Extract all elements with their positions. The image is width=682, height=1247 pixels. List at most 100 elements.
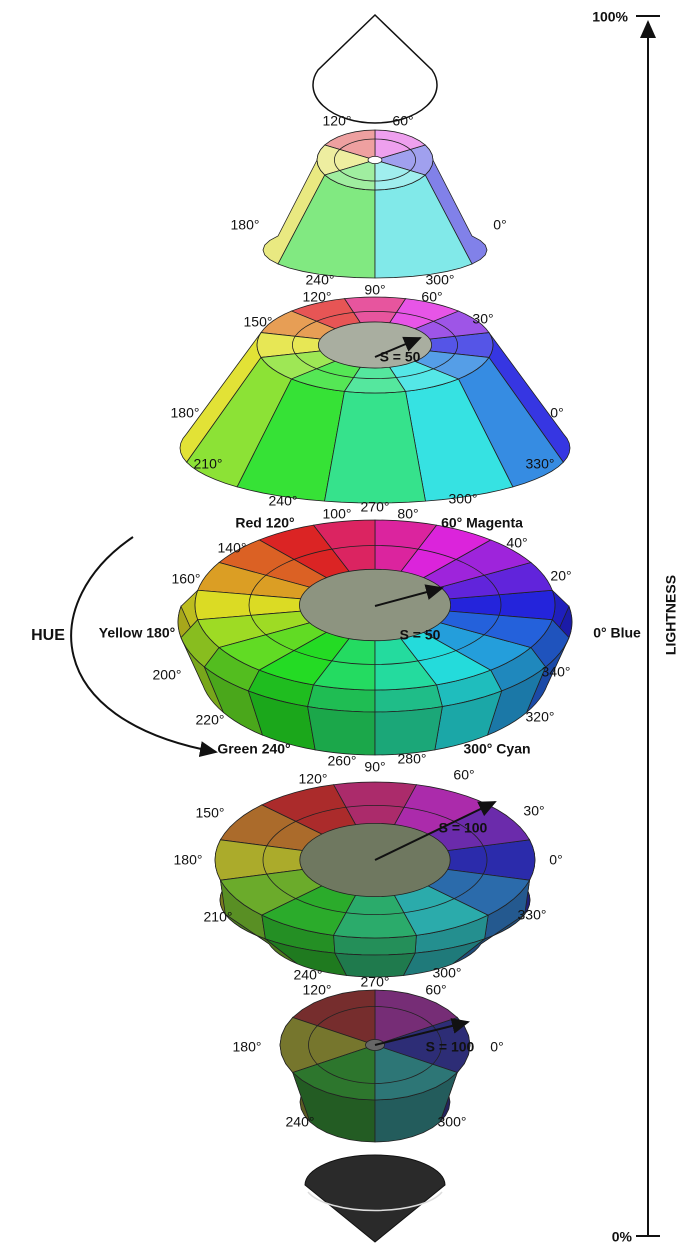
hue-label: 60° <box>425 982 446 998</box>
top-segment <box>343 344 407 394</box>
axis-top-label: 100% <box>592 9 628 25</box>
hue-label: 240° <box>286 1114 315 1130</box>
hue-label: 90° <box>364 759 385 775</box>
hue-label: Green 240° <box>217 741 290 757</box>
hue-label: 150° <box>244 314 273 330</box>
top-segment <box>316 144 377 176</box>
hue-label: 180° <box>233 1039 262 1055</box>
hue-label: 260° <box>328 753 357 769</box>
top-segment <box>373 144 434 176</box>
hue-label: 300° Cyan <box>463 741 530 757</box>
hue-label: S = 50 <box>380 349 421 365</box>
hue-arrow <box>70 536 218 757</box>
hue-label: 80° <box>397 506 418 522</box>
hue-label: 300° <box>433 965 462 981</box>
top-segment <box>332 859 418 939</box>
hue-label: 0° <box>490 1039 503 1055</box>
top-segment <box>374 1044 459 1101</box>
top-segment <box>374 332 494 358</box>
top-segment <box>343 296 407 346</box>
hls-level <box>262 129 488 279</box>
hue-label: 270° <box>361 974 390 990</box>
side-segment <box>526 637 570 713</box>
hls-level <box>177 519 573 756</box>
hue-label: S = 50 <box>400 627 441 643</box>
hue-label: 0° <box>550 405 563 421</box>
hue-label: 120° <box>303 289 332 305</box>
hue-label: 0° <box>493 217 506 233</box>
top-segment <box>256 332 376 358</box>
hue-label: 210° <box>194 456 223 472</box>
hue-label: 220° <box>196 712 225 728</box>
inner-ring <box>308 1006 442 1084</box>
hue-label: 120° <box>299 771 328 787</box>
inner-ring <box>262 805 488 916</box>
hue-label: 200° <box>153 667 182 683</box>
inner-ring <box>291 310 458 379</box>
hue-label: 320° <box>526 709 555 725</box>
side-segment <box>434 690 503 751</box>
hue-label: 270° <box>361 499 390 515</box>
saturation-arrow <box>374 336 422 358</box>
neutral-core <box>317 321 433 369</box>
hue-label: 150° <box>196 805 225 821</box>
hue-label: 60° <box>392 113 413 129</box>
hue-label: 210° <box>204 909 233 925</box>
hue-label: 300° <box>426 272 455 288</box>
top-segment <box>323 129 376 161</box>
hue-label: 0° Blue <box>593 625 641 641</box>
hue-label: 20° <box>550 568 571 584</box>
hue-label: 300° <box>449 491 478 507</box>
top-segment <box>374 989 459 1046</box>
axis-title: LIGHTNESS <box>663 575 679 655</box>
hue-label: 100° <box>323 506 352 522</box>
hue-label: 330° <box>518 907 547 923</box>
hue-label: 60° Magenta <box>441 515 523 531</box>
top-segment <box>374 129 427 161</box>
top-segment <box>214 839 376 881</box>
top-segment <box>291 1044 376 1101</box>
cone-rim <box>307 1191 443 1212</box>
hue-label: 60° <box>421 289 442 305</box>
hue-label: 90° <box>364 282 385 298</box>
hue-label: Yellow 180° <box>99 625 175 641</box>
hue-label: 160° <box>172 571 201 587</box>
neutral-core <box>367 155 383 164</box>
top-segment <box>374 589 556 621</box>
hls-level <box>214 781 536 978</box>
top-segment <box>332 781 418 861</box>
hue-label: 0° <box>549 852 562 868</box>
hls-level <box>179 296 571 504</box>
top-segment <box>323 159 376 191</box>
axis-bottom-label: 0% <box>612 1229 633 1245</box>
hue-label: 240° <box>306 272 335 288</box>
inner-ring <box>248 545 502 665</box>
black-cone <box>304 1154 446 1243</box>
hue-label: 280° <box>398 751 427 767</box>
side-segment <box>374 706 443 756</box>
hue-label: 180° <box>171 405 200 421</box>
hue-label: 30° <box>523 803 544 819</box>
hue-label: 240° <box>269 493 298 509</box>
top-segment <box>291 989 376 1046</box>
hue-label: 340° <box>542 664 571 680</box>
top-segment <box>374 839 536 881</box>
hue-label: 240° <box>294 967 323 983</box>
hue-label: 140° <box>218 540 247 556</box>
hue-label: HUE <box>31 627 65 644</box>
side-segment <box>452 913 526 965</box>
side-segment <box>486 665 547 736</box>
hue-label: 40° <box>506 535 527 551</box>
top-segment <box>194 589 376 621</box>
hue-label: 180° <box>231 217 260 233</box>
side-segment <box>402 938 485 976</box>
saturation-arrow <box>374 1018 470 1046</box>
hue-label: 60° <box>453 767 474 783</box>
hue-label: 180° <box>174 852 203 868</box>
hue-label: S = 100 <box>439 820 488 836</box>
saturation-arrow <box>374 801 497 861</box>
top-segment <box>374 159 427 191</box>
hue-label: 120° <box>323 113 352 129</box>
top-segment <box>279 1017 377 1073</box>
